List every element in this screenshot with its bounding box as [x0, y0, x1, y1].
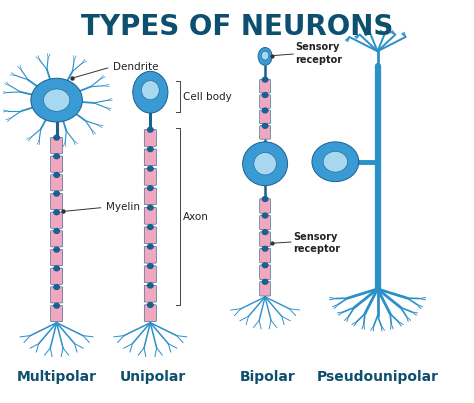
FancyBboxPatch shape [260, 215, 271, 230]
FancyBboxPatch shape [51, 249, 63, 266]
FancyBboxPatch shape [51, 175, 63, 191]
FancyBboxPatch shape [51, 212, 63, 228]
Text: Cell body: Cell body [182, 91, 231, 102]
FancyBboxPatch shape [260, 110, 271, 124]
FancyBboxPatch shape [144, 208, 156, 224]
Text: Sensory
receptor: Sensory receptor [296, 42, 343, 65]
Circle shape [262, 213, 268, 218]
Circle shape [147, 283, 153, 288]
Circle shape [147, 244, 153, 249]
Circle shape [262, 197, 268, 202]
FancyBboxPatch shape [144, 168, 156, 185]
Ellipse shape [31, 78, 82, 122]
FancyBboxPatch shape [51, 305, 63, 322]
FancyBboxPatch shape [144, 305, 156, 322]
FancyBboxPatch shape [260, 282, 271, 296]
Ellipse shape [243, 142, 288, 186]
Ellipse shape [323, 152, 347, 172]
Circle shape [262, 93, 268, 98]
Circle shape [54, 172, 59, 177]
FancyBboxPatch shape [144, 227, 156, 244]
FancyBboxPatch shape [144, 129, 156, 146]
Ellipse shape [44, 89, 70, 111]
Circle shape [54, 266, 59, 271]
FancyBboxPatch shape [144, 246, 156, 263]
FancyBboxPatch shape [144, 266, 156, 283]
Circle shape [147, 303, 153, 307]
FancyBboxPatch shape [144, 285, 156, 302]
Circle shape [54, 247, 59, 252]
Text: Axon: Axon [182, 212, 209, 222]
Circle shape [54, 285, 59, 289]
FancyBboxPatch shape [260, 126, 271, 139]
Text: Multipolar: Multipolar [17, 370, 97, 384]
Circle shape [54, 210, 59, 215]
Circle shape [147, 186, 153, 191]
Ellipse shape [258, 48, 272, 65]
Circle shape [54, 303, 59, 308]
FancyBboxPatch shape [51, 287, 63, 303]
FancyBboxPatch shape [260, 95, 271, 108]
Text: Dendrite: Dendrite [113, 62, 158, 72]
Circle shape [54, 229, 59, 233]
FancyBboxPatch shape [260, 79, 271, 93]
Circle shape [147, 147, 153, 152]
FancyBboxPatch shape [51, 156, 63, 172]
Ellipse shape [254, 153, 276, 175]
Ellipse shape [261, 51, 269, 60]
Text: Myelin: Myelin [106, 202, 140, 212]
Circle shape [262, 246, 268, 251]
FancyBboxPatch shape [51, 137, 63, 154]
Circle shape [147, 166, 153, 171]
Circle shape [262, 77, 268, 82]
FancyBboxPatch shape [144, 149, 156, 166]
Text: TYPES OF NEURONS: TYPES OF NEURONS [81, 13, 393, 41]
FancyBboxPatch shape [144, 188, 156, 205]
Circle shape [147, 264, 153, 268]
FancyBboxPatch shape [51, 193, 63, 210]
Text: Pseudounipolar: Pseudounipolar [317, 370, 438, 384]
FancyBboxPatch shape [260, 248, 271, 263]
Circle shape [54, 135, 59, 140]
Ellipse shape [312, 142, 359, 182]
Ellipse shape [141, 81, 159, 100]
FancyBboxPatch shape [260, 232, 271, 246]
Circle shape [147, 205, 153, 210]
Circle shape [147, 225, 153, 229]
Text: Bipolar: Bipolar [239, 370, 295, 384]
Circle shape [262, 263, 268, 268]
FancyBboxPatch shape [51, 231, 63, 247]
Circle shape [262, 230, 268, 235]
Ellipse shape [133, 71, 168, 113]
Circle shape [54, 191, 59, 196]
Circle shape [262, 279, 268, 284]
FancyBboxPatch shape [260, 265, 271, 279]
Text: Unipolar: Unipolar [119, 370, 186, 384]
Circle shape [54, 154, 59, 159]
Circle shape [262, 108, 268, 113]
Circle shape [262, 123, 268, 128]
Text: Sensory
receptor: Sensory receptor [293, 232, 340, 254]
FancyBboxPatch shape [260, 199, 271, 213]
Circle shape [147, 127, 153, 132]
FancyBboxPatch shape [51, 268, 63, 284]
